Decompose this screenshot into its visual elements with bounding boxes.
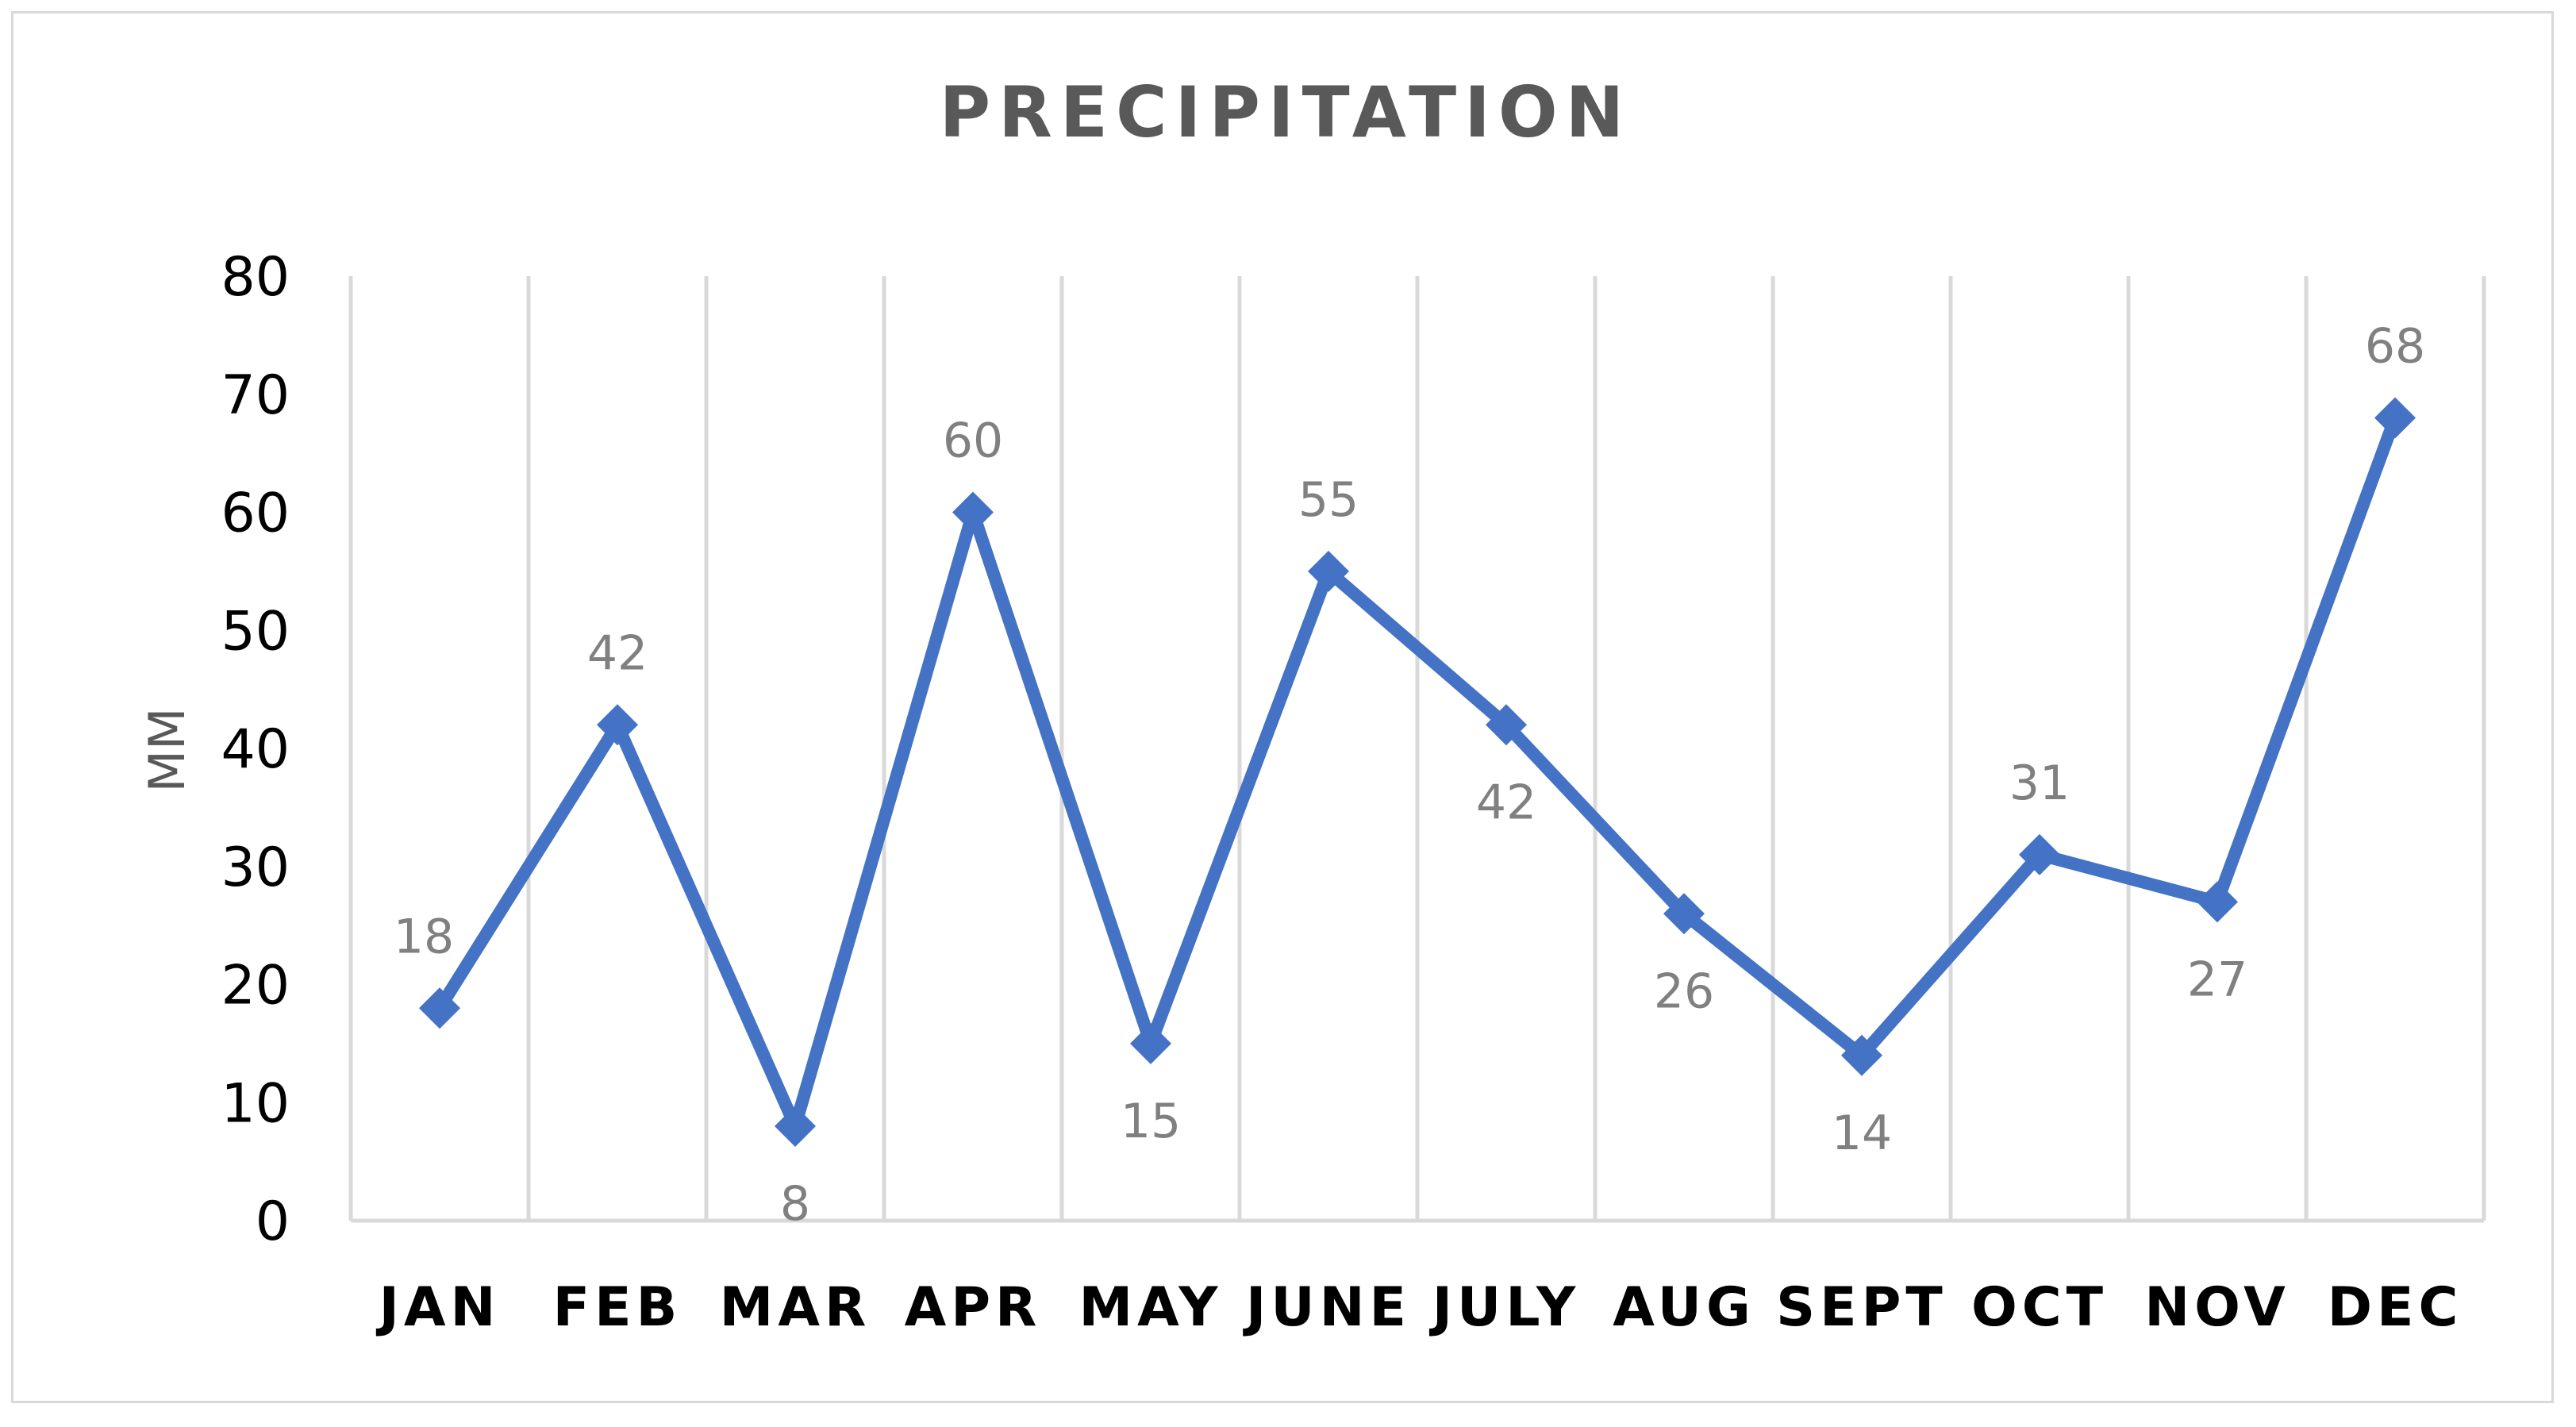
data-point-marker	[1663, 893, 1705, 935]
data-label: 42	[1476, 775, 1536, 830]
data-point-marker	[775, 1106, 816, 1147]
y-tick-label: 70	[221, 364, 290, 427]
axis-layer: 0 10 20 30 40 50 60 70 80 JAN FEB MAR APR MAY JUNE JULY…	[221, 246, 2484, 1339]
line-layer	[419, 397, 2416, 1147]
x-tick-label: NOV	[2144, 1276, 2290, 1339]
data-label: 27	[2187, 952, 2247, 1007]
data-point-marker	[1130, 1022, 1171, 1064]
x-tick-label: MAY	[1078, 1276, 1222, 1339]
data-label: 15	[1121, 1094, 1181, 1149]
data-point-marker	[952, 491, 994, 533]
data-point-marker	[1308, 550, 1349, 592]
x-tick-label: JAN	[376, 1276, 501, 1339]
data-point-marker	[419, 987, 460, 1029]
x-tick-label: MAR	[720, 1276, 871, 1339]
x-tick-label: SEPT	[1776, 1276, 1947, 1339]
data-label: 60	[943, 413, 1003, 469]
data-label: 55	[1298, 472, 1359, 528]
data-label: 42	[587, 625, 648, 681]
y-tick-label: 0	[256, 1190, 290, 1253]
x-tick-label: OCT	[1971, 1276, 2108, 1339]
x-tick-label: FEB	[553, 1276, 682, 1339]
x-tick-label: DEC	[2328, 1276, 2463, 1339]
y-tick-label: 50	[221, 600, 290, 663]
x-tick-label: AUG	[1613, 1276, 1755, 1339]
label-layer: 18 42 8 60 15 55 42 26 14 31 27 68	[394, 319, 2425, 1233]
data-point-marker	[2019, 833, 2060, 875]
x-tick-label: JULY	[1429, 1276, 1581, 1339]
data-point-marker	[2197, 881, 2238, 923]
data-point-marker	[597, 704, 638, 746]
data-point-marker	[1841, 1034, 1882, 1076]
x-tick-label: JUNE	[1243, 1276, 1411, 1339]
data-point-marker	[2374, 397, 2416, 439]
chart-title: PRECIPITATION	[940, 71, 1632, 153]
grid-layer	[348, 276, 2486, 1221]
data-label: 18	[394, 909, 454, 964]
data-point-marker	[1486, 704, 1527, 746]
data-label: 8	[780, 1176, 810, 1232]
y-tick-label: 40	[221, 718, 290, 781]
y-tick-label: 60	[221, 483, 290, 545]
data-label: 31	[2009, 756, 2070, 811]
data-label: 68	[2365, 319, 2425, 375]
data-label: 26	[1654, 964, 1714, 1019]
series-line	[433, 411, 2401, 1133]
x-tick-label: APR	[905, 1276, 1042, 1339]
y-tick-label: 20	[221, 955, 290, 1017]
y-tick-label: 10	[221, 1072, 290, 1135]
y-tick-label: 30	[221, 837, 290, 899]
data-label: 14	[1832, 1106, 1892, 1161]
y-tick-label: 80	[221, 246, 290, 309]
y-axis-label: MM	[138, 708, 196, 793]
